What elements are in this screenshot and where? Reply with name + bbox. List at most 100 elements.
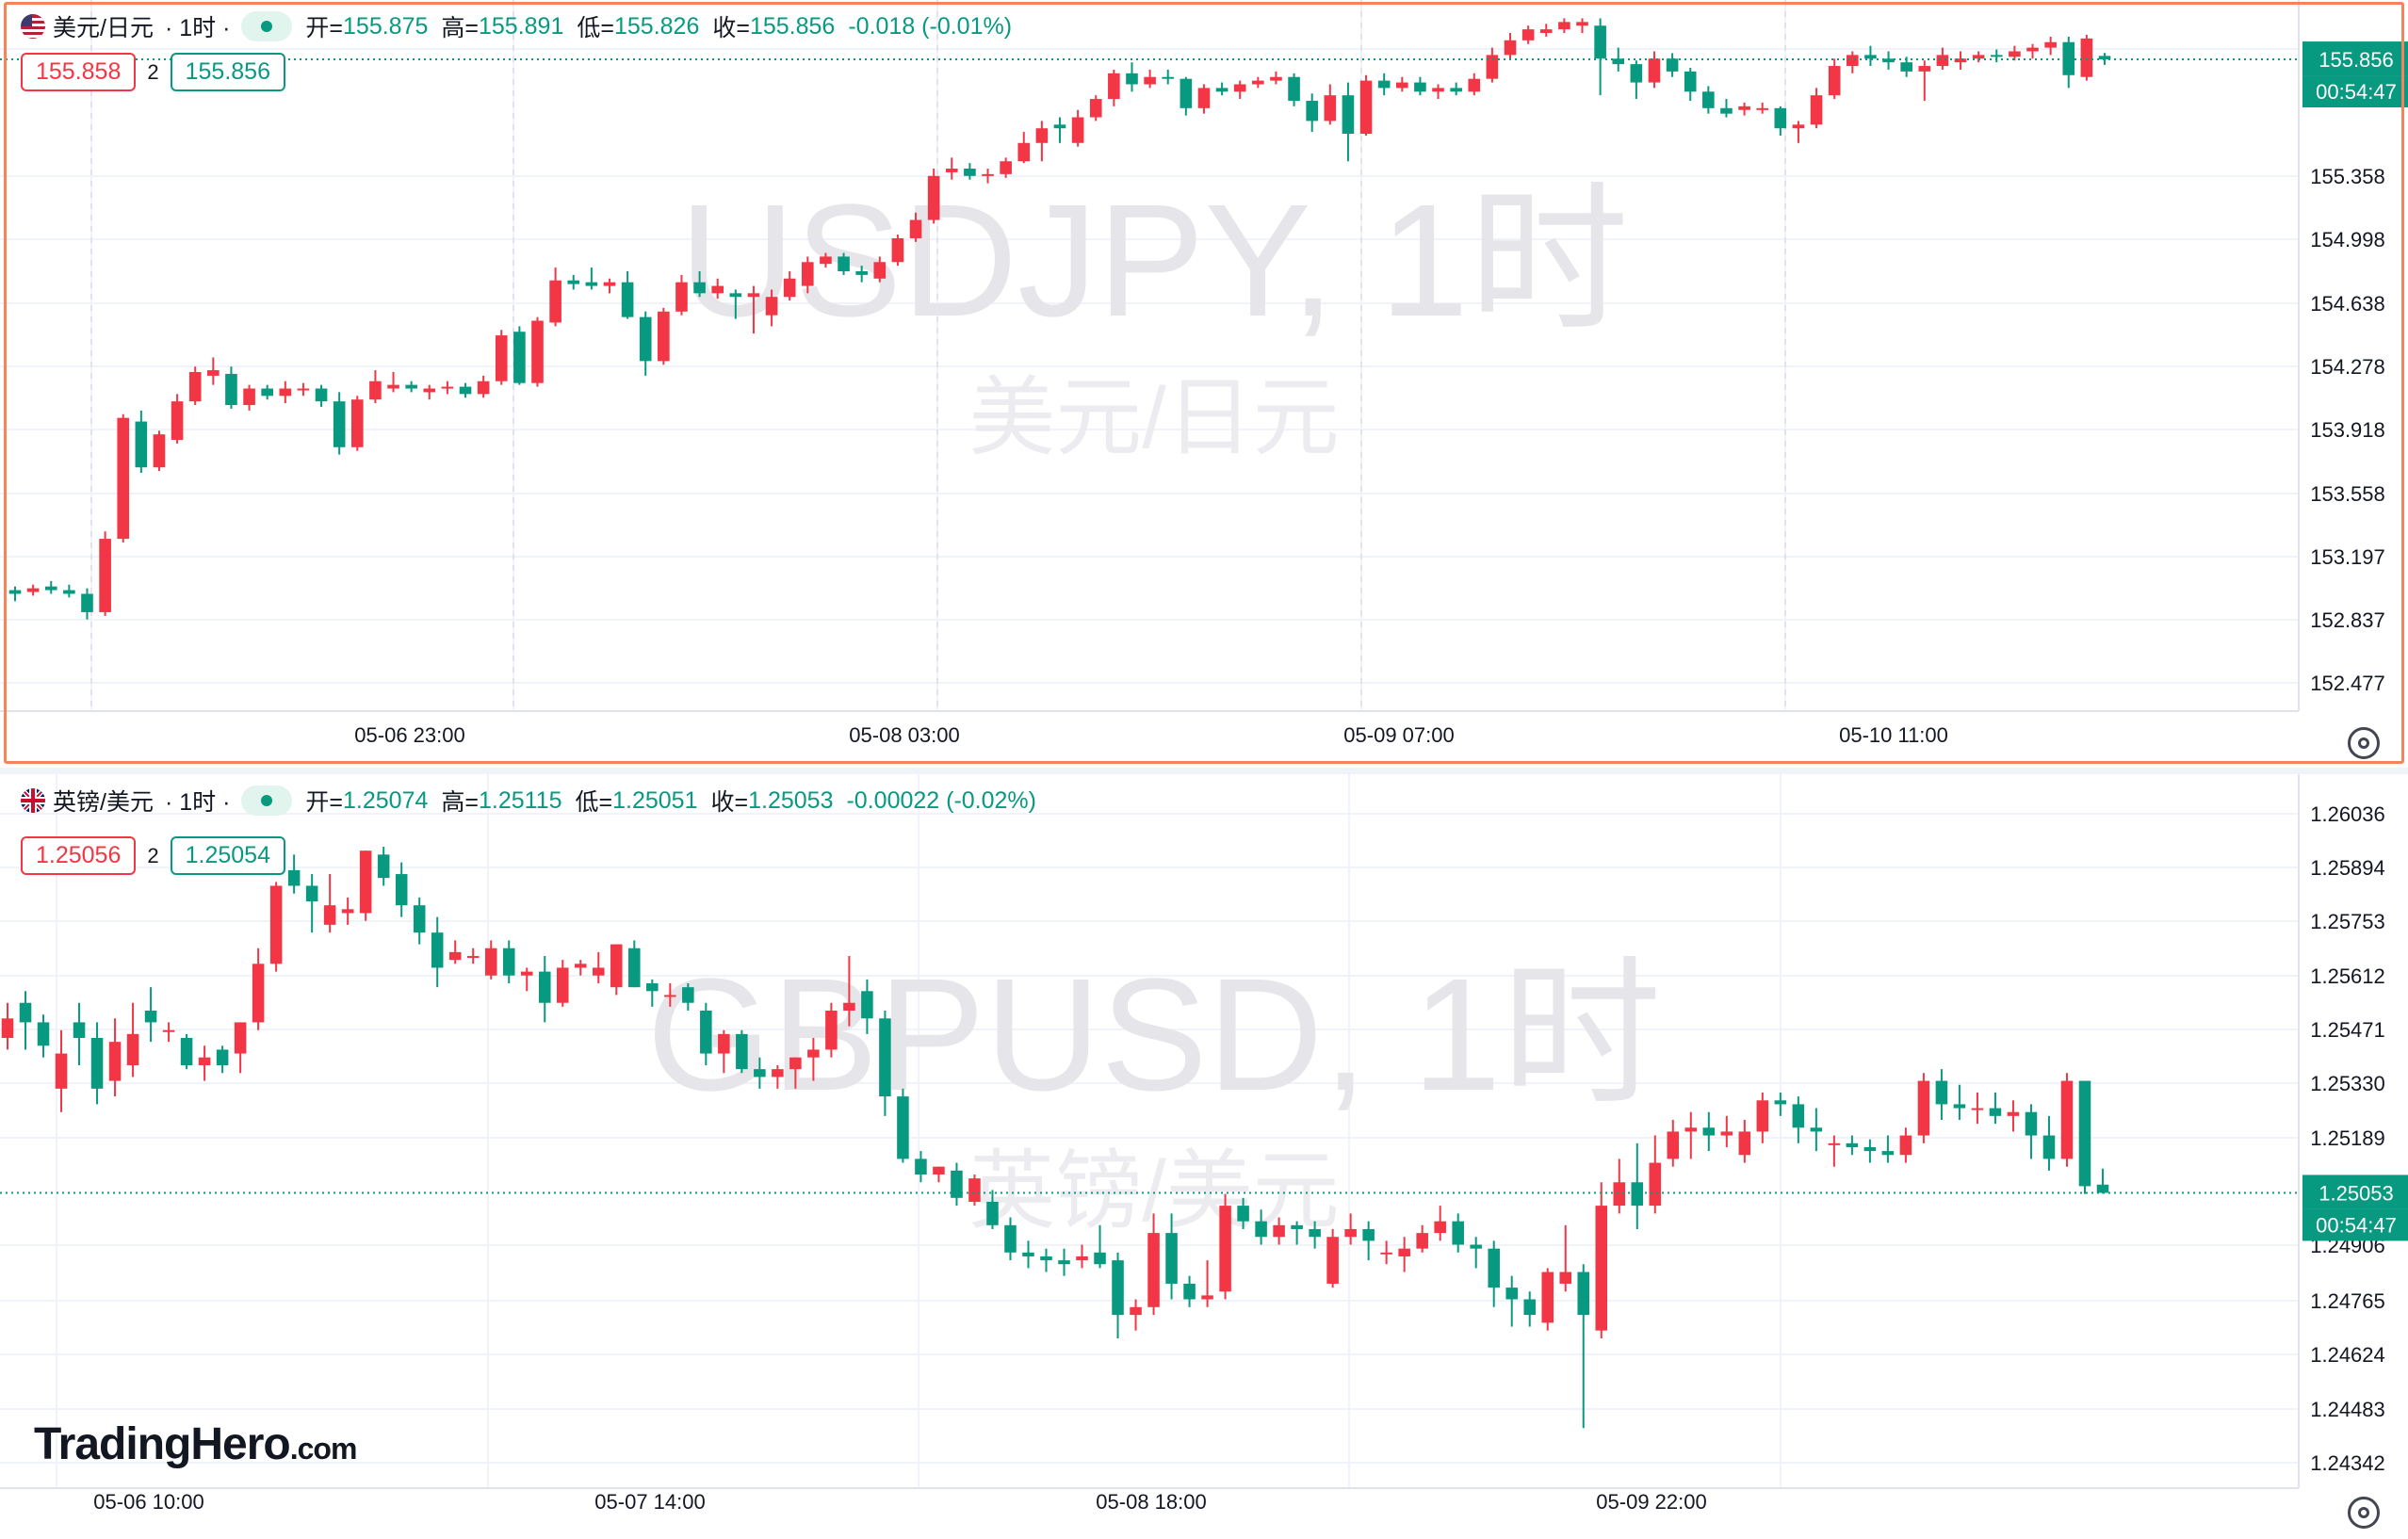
scale-settings-icon[interactable] [2348, 727, 2380, 759]
quote-box: 155.858 2 155.856 [21, 53, 285, 91]
high-value: 1.25115 [479, 786, 562, 814]
candle-body [1324, 95, 1337, 122]
candle-body [1523, 1299, 1536, 1316]
candle-body [1326, 1237, 1339, 1284]
candle [1504, 33, 1517, 59]
candle-body [1649, 1162, 1662, 1207]
market-status-indicator[interactable] [241, 11, 293, 41]
current-price-value: 1.25053 [2319, 1181, 2394, 1205]
candle [1165, 1213, 1178, 1300]
price-tick-label: 154.278 [2310, 355, 2385, 379]
candle [556, 960, 569, 1007]
interval-label[interactable]: · 1时 · [164, 789, 231, 816]
candle [1414, 76, 1426, 96]
candle-body [1291, 1224, 1303, 1229]
candle-body [459, 386, 472, 395]
buy-price-button[interactable]: 1.25054 [170, 836, 285, 875]
candle-body [108, 1042, 122, 1081]
candle [567, 274, 580, 290]
scale-settings-icon[interactable] [2348, 1497, 2380, 1529]
candle-body [1828, 1142, 1841, 1145]
candle-body [297, 388, 310, 391]
sell-price-button[interactable]: 155.858 [21, 53, 137, 91]
chart-pane-usdjpy[interactable]: USDJPY, 1时美元/日元156.079155.358154.998154.… [0, 0, 2408, 768]
candle [1219, 1193, 1231, 1300]
candle [1291, 1221, 1303, 1245]
change-value: -0.018 (-0.01%) [848, 12, 1013, 40]
current-price-label: 155.856 00:54:47 [2302, 41, 2408, 108]
candle-body [279, 388, 292, 397]
candle [2078, 1080, 2091, 1194]
candle [1631, 1142, 1644, 1229]
candle [1971, 1092, 1984, 1125]
candle [585, 267, 598, 290]
candle [933, 1166, 945, 1183]
pane-separator[interactable] [0, 768, 2408, 774]
candle [495, 330, 508, 385]
sell-price-button[interactable]: 1.25056 [21, 836, 137, 875]
candle-body [807, 1049, 820, 1058]
candle [610, 944, 623, 996]
candle [341, 897, 354, 925]
candle [1917, 1073, 1930, 1143]
candle-body [1504, 40, 1517, 56]
candle-body [1541, 1272, 1554, 1323]
candle [1666, 53, 1679, 77]
candle-body [986, 1201, 999, 1225]
symbol-legend[interactable]: 美元/日元 · 1时 · 开= 155.875 高= 155.891 低= 155.8… [21, 6, 1012, 47]
candle [861, 979, 873, 1034]
market-status-indicator[interactable] [241, 786, 293, 816]
candle-body [897, 1096, 909, 1159]
candle [225, 366, 237, 409]
candle-body [1089, 99, 1102, 118]
candle-body [1810, 1127, 1823, 1132]
interval-label[interactable]: · 1时 · [164, 15, 231, 41]
candle [1756, 102, 1769, 114]
candle-body [1935, 1080, 1948, 1105]
symbol-legend[interactable]: 英镑/美元 · 1时 · 开= 1.25074 高= 1.25115 低= 1.250… [21, 780, 1036, 821]
candle-body [549, 280, 561, 323]
candle-body [1594, 25, 1606, 59]
candle-body [700, 1011, 712, 1054]
candle-body [1972, 55, 1985, 59]
candle [1452, 1213, 1464, 1253]
gbpusd-chart[interactable]: GBPUSD, 1时 英镑/美元 1.26036 1.25894 1.25753 1.25… [0, 774, 2408, 1539]
candle-body [1917, 1080, 1930, 1136]
candle [658, 307, 670, 365]
candle-body [1630, 64, 1643, 83]
candle-body [2009, 51, 2021, 57]
candle [639, 311, 652, 376]
grid [0, 0, 2299, 711]
candle-body [216, 1049, 229, 1065]
chart-watermark: USDJPY, 1时 [679, 171, 1629, 350]
candle [603, 278, 616, 294]
candle-body [135, 421, 148, 468]
candle [81, 588, 93, 620]
chart-pane-gbpusd[interactable]: GBPUSD, 1时 英镑/美元 1.26036 1.25894 1.25753 1.25… [0, 774, 2408, 1539]
candle-body [2096, 1184, 2109, 1193]
candle [729, 289, 742, 319]
candle [1989, 1092, 2002, 1125]
candle [520, 967, 533, 992]
candle [1288, 73, 1300, 106]
candle-body [873, 262, 887, 279]
candle [855, 266, 868, 283]
market-open-dot-icon [261, 21, 273, 32]
change-value: -0.00022 (-0.02%) [846, 786, 1036, 814]
symbol-name[interactable]: 美元/日元 [53, 15, 154, 41]
candle-body [1577, 1272, 1590, 1316]
candle [1738, 102, 1750, 116]
symbol-name[interactable]: 英镑/美元 [53, 789, 154, 816]
candle-body [1702, 1127, 1716, 1136]
candle-body [1953, 1104, 1966, 1109]
candle [1162, 69, 1175, 85]
low-label: 低= [575, 789, 613, 816]
candle [1953, 1084, 1966, 1120]
candle [153, 430, 166, 472]
buy-price-button[interactable]: 155.856 [170, 53, 285, 91]
candle [287, 854, 301, 894]
candle-body [1237, 1206, 1249, 1222]
candle-body [1183, 1283, 1196, 1300]
candle-body [520, 971, 533, 976]
usdjpy-chart[interactable]: USDJPY, 1时美元/日元156.079155.358154.998154.… [0, 0, 2408, 768]
